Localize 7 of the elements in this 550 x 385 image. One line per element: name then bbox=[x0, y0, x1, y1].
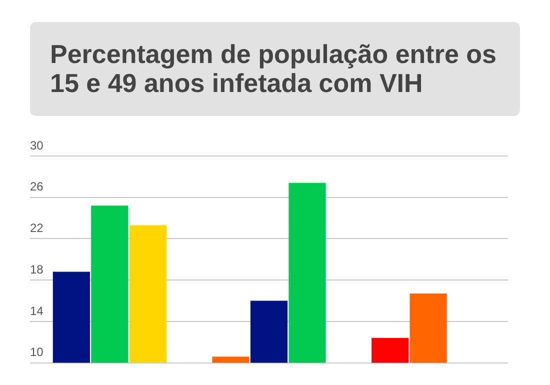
y-tick-label: 14 bbox=[30, 304, 44, 318]
y-tick-label: 10 bbox=[30, 345, 44, 360]
y-tick-label: 30 bbox=[30, 138, 44, 152]
y-tick-label: 22 bbox=[30, 221, 44, 236]
y-tick-label: 18 bbox=[30, 262, 44, 276]
chart-title: Percentagem de população entre os 15 e 49 anos infetada com VIH bbox=[50, 39, 498, 98]
y-tick-label: 26 bbox=[30, 180, 44, 194]
